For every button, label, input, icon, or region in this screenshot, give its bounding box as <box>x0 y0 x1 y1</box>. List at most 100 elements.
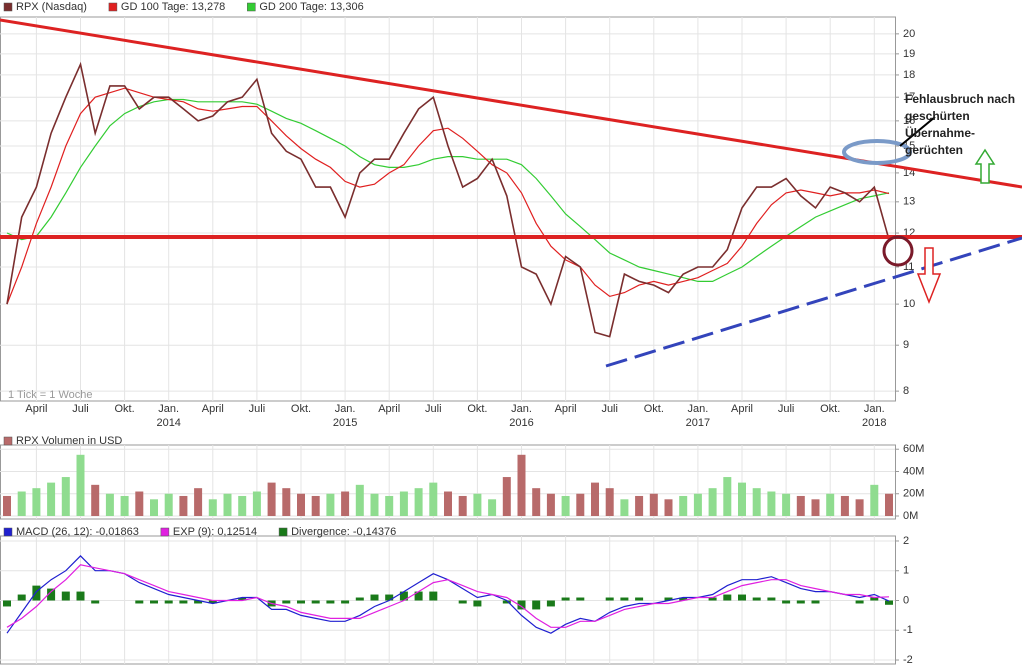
divergence-bar <box>179 600 188 604</box>
volume-bar <box>885 493 893 516</box>
volume-bar <box>61 477 70 516</box>
volume-bar <box>664 499 673 516</box>
volume-bar <box>458 495 467 516</box>
year-label: 2016 <box>509 417 533 429</box>
x-tick-label: Jan. <box>688 403 709 415</box>
legend-label: GD 200 Tage: 13,306 <box>259 1 363 13</box>
divergence-bar <box>738 594 746 601</box>
divergence-bar <box>605 597 614 601</box>
divergence-bar <box>458 600 467 604</box>
legend-label: EXP (9): 0,12514 <box>173 526 257 538</box>
price-line <box>6 98 890 282</box>
divergence-bar <box>208 600 217 604</box>
divergence-bar <box>414 591 423 601</box>
y-tick-label: -1 <box>903 624 913 636</box>
volume-bar <box>282 488 291 516</box>
divergence-bar <box>885 600 893 605</box>
x-tick-label: Juli <box>601 403 618 415</box>
x-tick-label: Jan. <box>864 403 885 415</box>
volume-bar <box>708 488 717 516</box>
volume-bar <box>311 495 320 516</box>
volume-bar <box>855 499 864 516</box>
divergence-bar <box>576 597 585 601</box>
volume-bar <box>399 491 408 516</box>
divergence-bar <box>855 600 864 604</box>
volume-bar <box>444 491 452 516</box>
divergence-bar <box>708 597 717 601</box>
volume-bar <box>47 482 56 516</box>
y-tick-label: 0M <box>903 510 918 522</box>
volume-bar <box>723 477 732 516</box>
down-arrow <box>916 247 942 305</box>
volume-bar <box>649 493 658 516</box>
y-tick-label: 40M <box>903 465 924 477</box>
volume-bar <box>179 495 188 516</box>
divergence-bar <box>17 594 26 601</box>
x-tick-label: Juli <box>425 403 442 415</box>
volume-bar <box>105 493 114 516</box>
divergence-bar <box>150 600 158 604</box>
volume-bar <box>341 491 350 516</box>
y-tick-label: 8 <box>903 385 909 397</box>
volume-bar <box>32 488 41 516</box>
legend-swatch <box>3 436 13 446</box>
divergence-bar <box>297 600 305 604</box>
x-tick-label: April <box>378 403 400 415</box>
volume-bar <box>738 482 746 516</box>
year-label: 2015 <box>333 417 357 429</box>
volume-bar <box>252 491 261 516</box>
year-label: 2018 <box>862 417 886 429</box>
volume-bar <box>91 484 100 516</box>
volume-bar <box>429 482 438 516</box>
divergence-bar <box>370 594 379 601</box>
annotation: gerüchten <box>905 143 963 157</box>
divergence-bar <box>341 600 350 604</box>
volume-bar <box>370 493 379 516</box>
legend-label: MACD (26, 12): -0,01863 <box>16 526 139 538</box>
divergence-bar <box>635 597 644 601</box>
divergence-bar <box>796 600 805 604</box>
divergence-bar <box>870 597 879 601</box>
y-tick-label: 20 <box>903 28 915 40</box>
legend-swatch <box>278 527 288 537</box>
y-tick-label: 9 <box>903 339 909 351</box>
x-tick-label: Jan. <box>335 403 356 415</box>
divergence-bar <box>752 597 761 601</box>
legend-swatch <box>3 2 13 12</box>
y-tick-label: 16 <box>903 115 915 127</box>
volume-bar <box>120 495 129 516</box>
volume-bar <box>635 495 644 516</box>
year-label: 2014 <box>156 417 180 429</box>
y-tick-label: 60M <box>903 443 924 455</box>
divergence-bar <box>782 600 791 604</box>
y-tick-label: 0 <box>903 594 909 606</box>
divergence-bar <box>473 600 482 607</box>
y-tick-label: 17 <box>903 91 915 103</box>
volume-bar <box>473 493 482 516</box>
x-tick-label: Okt. <box>291 403 311 415</box>
volume-bar <box>870 484 879 516</box>
drop-circle <box>882 235 914 267</box>
divergence-bar <box>47 588 56 601</box>
x-tick-label: Jan. <box>158 403 179 415</box>
divergence-bar <box>194 600 203 604</box>
volume-bar <box>576 493 585 516</box>
divergence-bar <box>91 600 100 604</box>
x-tick-label: Okt. <box>115 403 135 415</box>
divergence-bar <box>326 600 335 604</box>
volume-bar <box>840 495 849 516</box>
volume-bar <box>3 495 11 516</box>
x-tick-label: April <box>555 403 577 415</box>
divergence-bar <box>517 600 526 610</box>
divergence-bar <box>811 600 820 604</box>
legend-swatch <box>3 527 13 537</box>
x-tick-label: April <box>202 403 224 415</box>
volume-bar <box>223 493 232 516</box>
volume-bar <box>532 488 541 516</box>
volume-bar <box>693 493 702 516</box>
volume-bar <box>297 493 305 516</box>
volume-bar <box>546 493 555 516</box>
volume-bar <box>164 493 173 516</box>
x-tick-label: Okt. <box>820 403 840 415</box>
